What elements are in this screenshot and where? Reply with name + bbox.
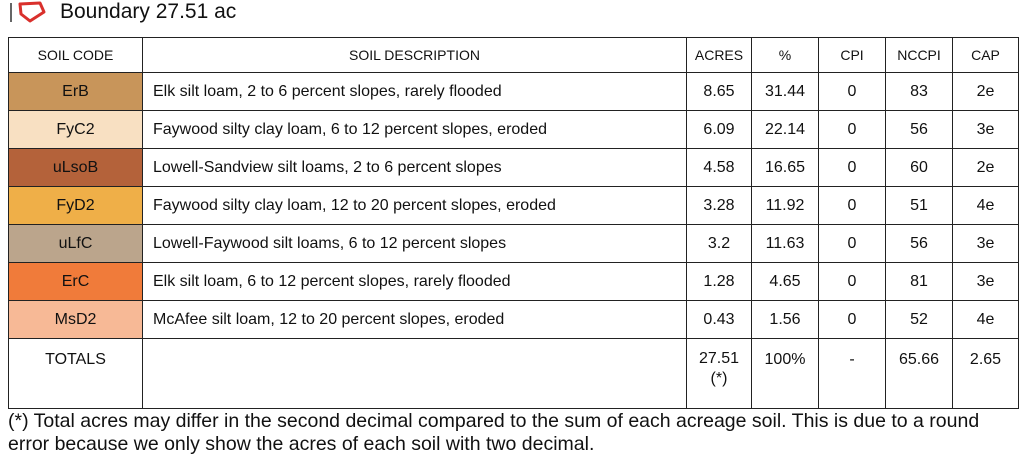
cell-cpi: 0 (818, 224, 886, 263)
cell-percent: 4.65 (751, 262, 819, 301)
cell-acres: 1.28 (686, 262, 752, 301)
cell-percent: 31.44 (751, 72, 819, 111)
cell-nccpi: 52 (885, 300, 953, 339)
cell-acres: 6.09 (686, 110, 752, 149)
soil-description: Lowell-Sandview silt loams, 2 to 6 perce… (142, 148, 687, 187)
soil-code: FyD2 (8, 186, 143, 225)
cell-cpi: 0 (818, 262, 886, 301)
cell-nccpi: 81 (885, 262, 953, 301)
totals-row: TOTALS 27.51(*) 100% -65.66 2.65 (8, 338, 1019, 409)
soil-row: ErC Elk silt loam, 6 to 12 percent slopes… (8, 262, 1019, 301)
cell-acres: 3.2 (686, 224, 752, 263)
cell-cap: 3e (952, 262, 1019, 301)
soil-code: FyC2 (8, 110, 143, 149)
total-percent: 100% (751, 338, 819, 409)
soil-description: Lowell-Faywood silt loams, 6 to 12 perce… (142, 224, 687, 263)
header: Boundary 27.51 ac (0, 0, 1024, 26)
total-cap: 2.65 (952, 338, 1019, 409)
soil-row: ErB Elk silt loam, 2 to 6 percent slopes,… (8, 72, 1019, 111)
cell-cap: 4e (952, 186, 1019, 225)
cell-nccpi: 60 (885, 148, 953, 187)
column-header: CAP (952, 37, 1019, 73)
cell-cpi: 0 (818, 300, 886, 339)
cell-cap: 3e (952, 224, 1019, 263)
soil-row: uLfC Lowell-Faywood silt loams, 6 to 12 p… (8, 224, 1019, 263)
title: Boundary 27.51 ac (60, 0, 237, 23)
column-header: NCCPI (885, 37, 953, 73)
cell-cap: 4e (952, 300, 1019, 339)
cell-acres: 0.43 (686, 300, 752, 339)
footnote: (*) Total acres may differ in the second… (8, 410, 980, 455)
cell-cpi: 0 (818, 186, 886, 225)
soil-code: ErB (8, 72, 143, 111)
cell-percent: 16.65 (751, 148, 819, 187)
soil-row: MsD2 McAfee silt loam, 12 to 20 percent s… (8, 300, 1019, 339)
cell-acres: 8.65 (686, 72, 752, 111)
soil-code: uLfC (8, 224, 143, 263)
cell-acres: 3.28 (686, 186, 752, 225)
column-header: ACRES (686, 37, 752, 73)
cell-percent: 11.63 (751, 224, 819, 263)
cell-cpi: 0 (818, 110, 886, 149)
total-cpi: - (818, 338, 886, 409)
totals-label: TOTALS (8, 338, 143, 409)
header-row: SOIL CODE SOIL DESCRIPTION ACRES% CPI NCCPI C… (8, 37, 1019, 73)
soil-code: ErC (8, 262, 143, 301)
total-acres: 27.51(*) (686, 338, 752, 409)
column-header: SOIL CODE (8, 37, 143, 73)
column-header: SOIL DESCRIPTION (142, 37, 687, 73)
soil-description: Faywood silty clay loam, 12 to 20 percen… (142, 186, 687, 225)
soil-description: Elk silt loam, 6 to 12 percent slopes, r… (142, 262, 687, 301)
soil-code: uLsoB (8, 148, 143, 187)
soil-table: SOIL CODE SOIL DESCRIPTION ACRES% CPI NCCPI C… (8, 37, 1019, 409)
cell-percent: 22.14 (751, 110, 819, 149)
cell-percent: 1.56 (751, 300, 819, 339)
soil-row: FyC2 Faywood silty clay loam, 6 to 12 per… (8, 110, 1019, 149)
cell-nccpi: 56 (885, 224, 953, 263)
empty-cell (142, 338, 687, 409)
cell-cpi: 0 (818, 72, 886, 111)
cell-cap: 2e (952, 148, 1019, 187)
total-nccpi: 65.66 (885, 338, 953, 409)
cell-nccpi: 51 (885, 186, 953, 225)
cell-cpi: 0 (818, 148, 886, 187)
soil-description: Elk silt loam, 2 to 6 percent slopes, ra… (142, 72, 687, 111)
column-header: % (751, 37, 819, 73)
soil-description: McAfee silt loam, 12 to 20 percent slope… (142, 300, 687, 339)
cell-acres: 4.58 (686, 148, 752, 187)
cell-nccpi: 83 (885, 72, 953, 111)
soil-description: Faywood silty clay loam, 6 to 12 percent… (142, 110, 687, 149)
boundary-icon (10, 1, 46, 23)
column-header: CPI (818, 37, 886, 73)
soil-row: uLsoB Lowell-Sandview silt loams, 2 to 6 … (8, 148, 1019, 187)
cell-percent: 11.92 (751, 186, 819, 225)
cell-cap: 2e (952, 72, 1019, 111)
soil-code: MsD2 (8, 300, 143, 339)
soil-row: FyD2 Faywood silty clay loam, 12 to 20 pe… (8, 186, 1019, 225)
cell-cap: 3e (952, 110, 1019, 149)
cell-nccpi: 56 (885, 110, 953, 149)
